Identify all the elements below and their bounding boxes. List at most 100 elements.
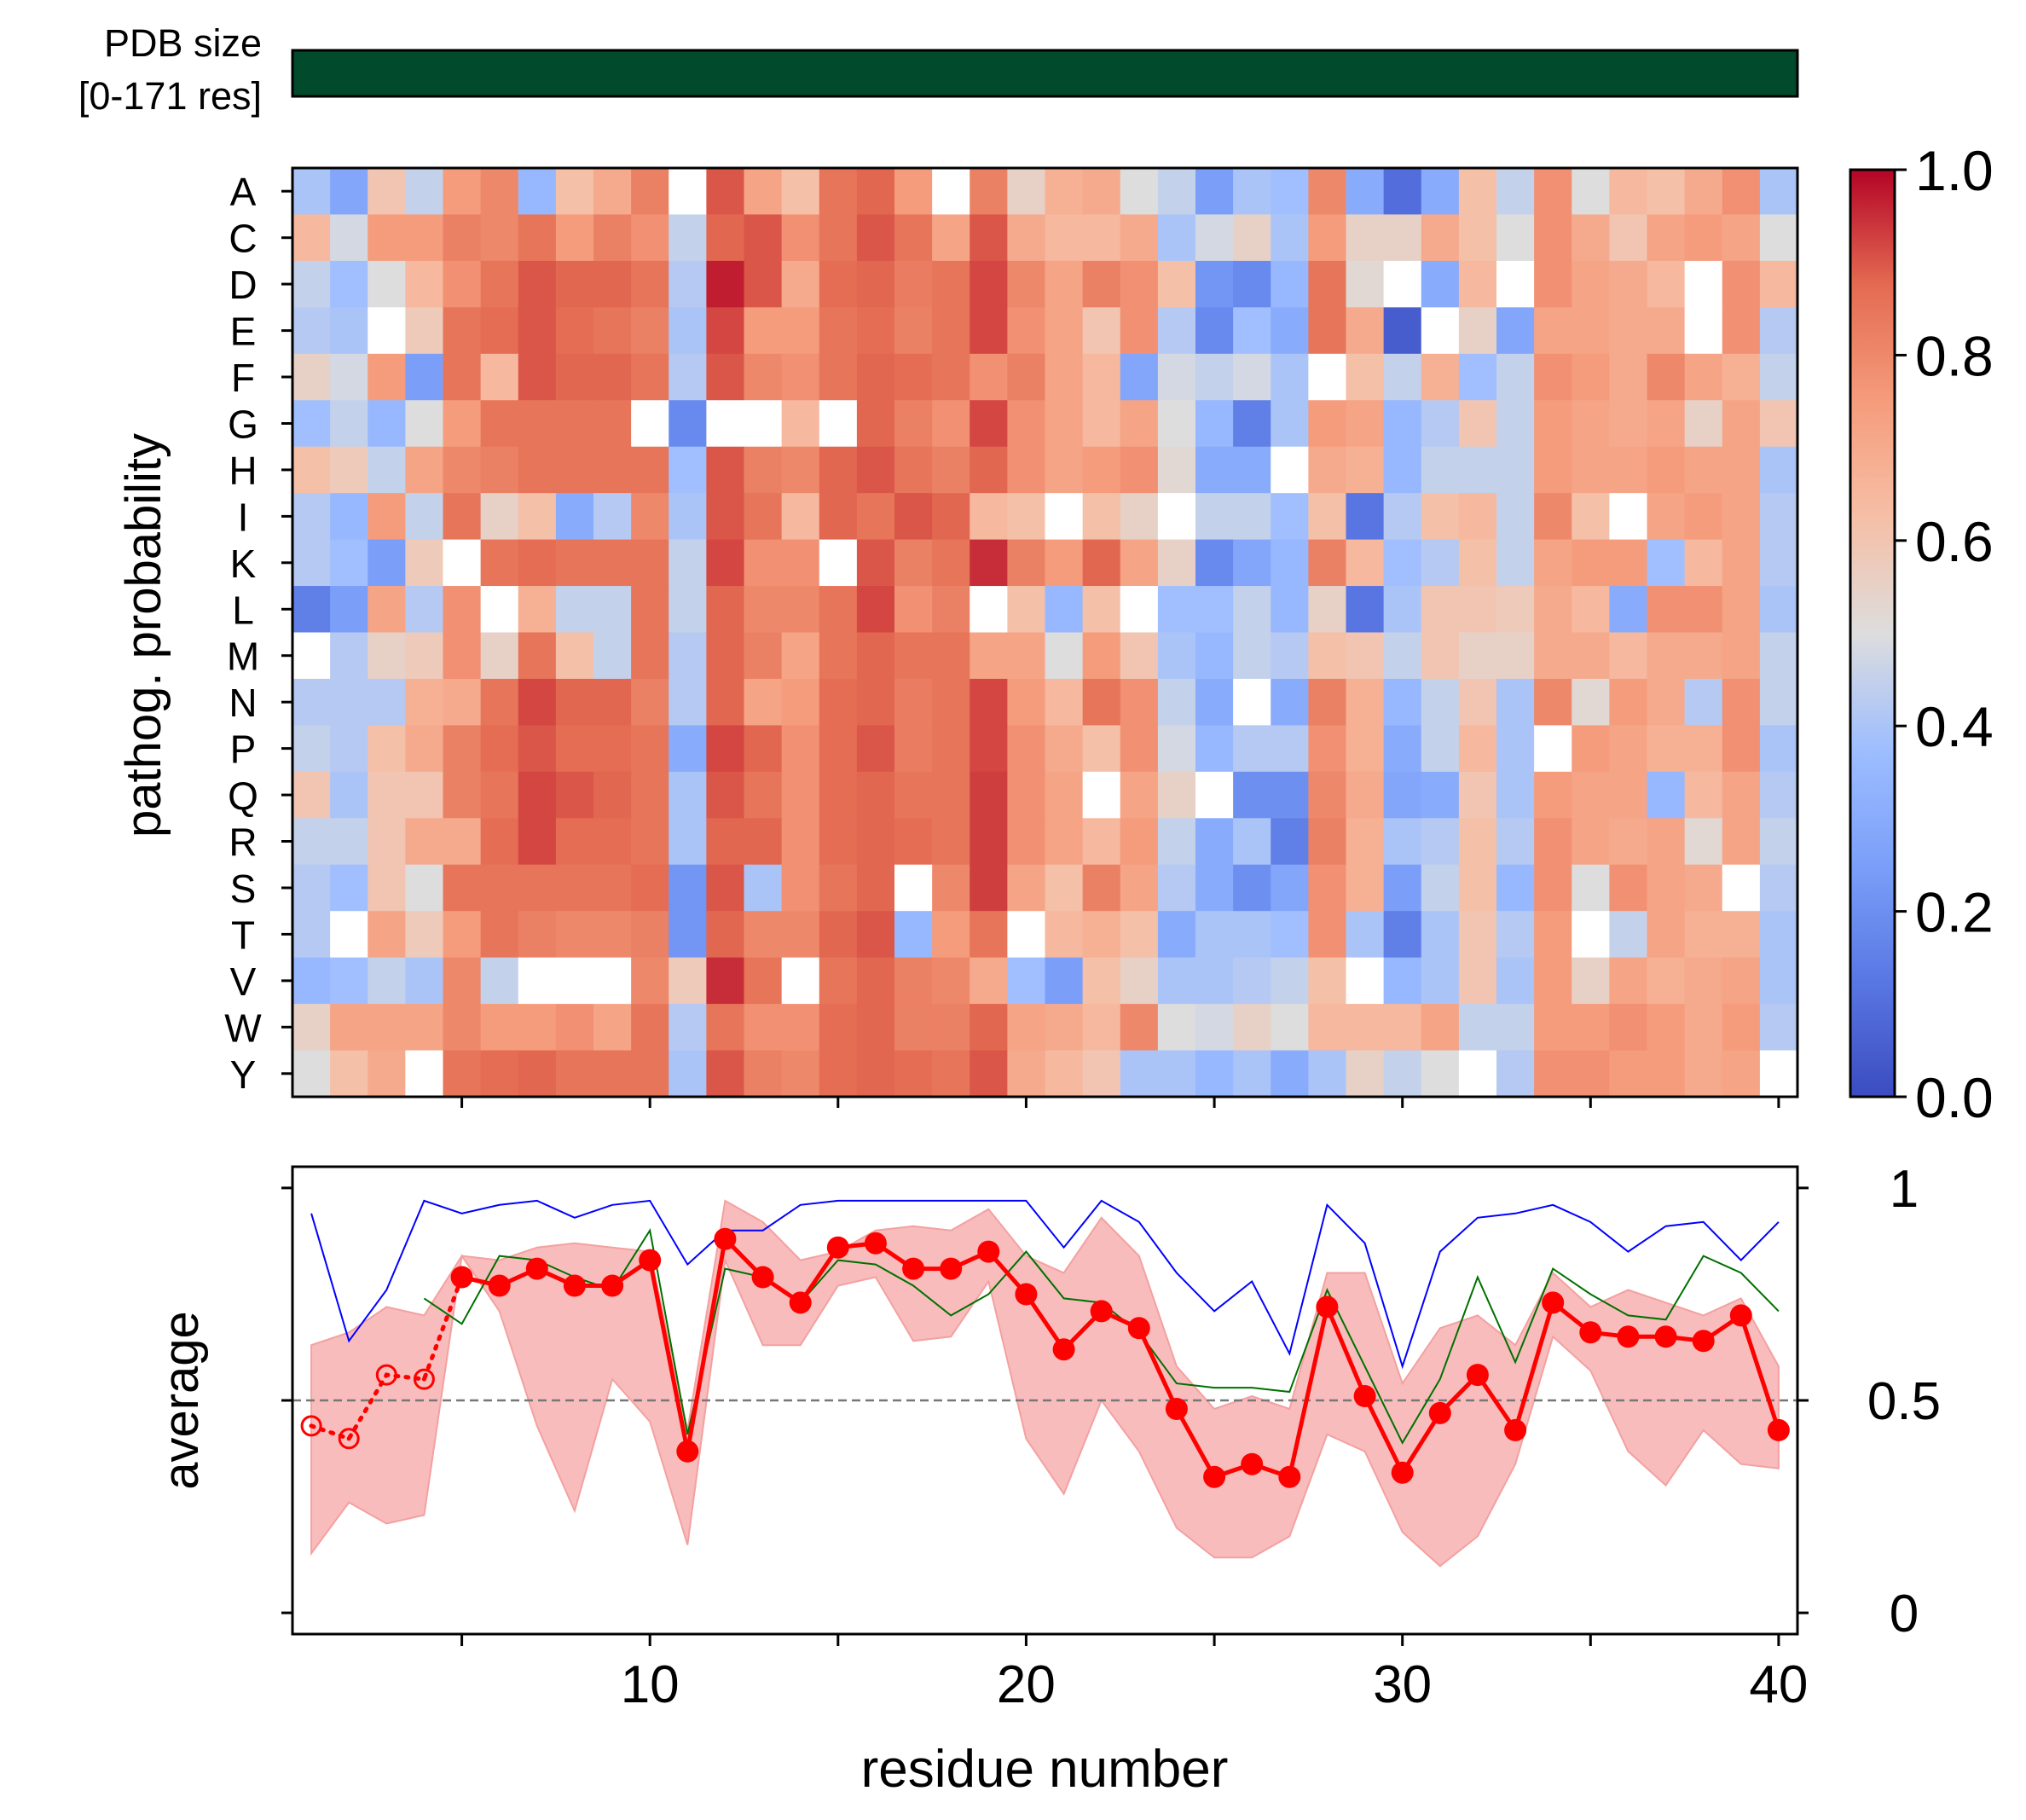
heatmap-cell: [669, 168, 707, 216]
heatmap-cell: [894, 1004, 933, 1052]
heatmap-cell: [593, 260, 632, 308]
heatmap-cell: [518, 818, 557, 866]
heatmap-cell: [1007, 307, 1046, 355]
heatmap-cell: [1082, 678, 1121, 726]
heatmap-cell: [1082, 632, 1121, 680]
heatmap-cell: [1534, 446, 1572, 494]
heatmap-cell: [1609, 168, 1648, 216]
average-point: [1127, 1317, 1150, 1340]
heatmap-cell: [856, 493, 895, 541]
heatmap-cell: [631, 400, 669, 448]
heatmap-cell: [744, 214, 783, 262]
heatmap-cell: [1195, 168, 1234, 216]
heatmap-cell: [405, 539, 444, 587]
heatmap-cell: [856, 1004, 895, 1052]
heatmap-cell: [1007, 586, 1046, 634]
average-y-tick-label: 0: [1890, 1585, 1919, 1643]
heatmap-cell: [1082, 446, 1121, 494]
heatmap-cell: [1572, 864, 1610, 912]
heatmap-cell: [1684, 586, 1723, 634]
heatmap-cell: [368, 214, 406, 262]
heatmap-cell: [405, 957, 444, 1005]
heatmap-cell: [856, 353, 895, 401]
heatmap-cell: [1647, 1050, 1686, 1098]
heatmap-cell: [669, 771, 707, 819]
heatmap-cell: [443, 1050, 482, 1098]
heatmap-cell: [292, 353, 331, 401]
heatmap-cell: [932, 260, 970, 308]
heatmap-cell: [1383, 957, 1422, 1005]
heatmap-cell: [480, 771, 519, 819]
heatmap-cell: [330, 771, 368, 819]
heatmap-cell: [480, 864, 519, 912]
heatmap-cell: [518, 446, 557, 494]
heatmap-cell: [1496, 168, 1535, 216]
heatmap-cell: [744, 818, 783, 866]
heatmap-cell: [1233, 168, 1271, 216]
heatmap-cell: [1120, 446, 1159, 494]
heatmap-cell: [1308, 911, 1347, 959]
average-point-center: [309, 1423, 314, 1429]
heatmap-cell: [781, 911, 820, 959]
average-point: [488, 1274, 511, 1297]
heatmap-cell: [1233, 678, 1271, 726]
heatmap-cell: [631, 539, 669, 587]
heatmap-cell: [1383, 725, 1422, 773]
heatmap-cell: [856, 818, 895, 866]
heatmap-cell: [443, 818, 482, 866]
heatmap-cell: [1421, 353, 1460, 401]
average-point: [826, 1236, 849, 1259]
heatmap-cell: [744, 864, 783, 912]
heatmap-row-label: Q: [228, 774, 258, 818]
heatmap-cell: [1045, 911, 1084, 959]
heatmap-cell: [781, 957, 820, 1005]
heatmap-cell: [593, 214, 632, 262]
colorbar-tick-label: 0.4: [1915, 695, 1994, 758]
heatmap-cell: [1609, 771, 1648, 819]
heatmap-cell: [1684, 168, 1723, 216]
heatmap-cell: [292, 260, 331, 308]
heatmap-cell: [631, 864, 669, 912]
heatmap-cell: [405, 771, 444, 819]
heatmap-cell: [1045, 818, 1084, 866]
heatmap-cell: [1534, 307, 1572, 355]
average-point: [1504, 1418, 1527, 1441]
heatmap-cell: [1496, 307, 1535, 355]
colorbar-tick-label: 0.6: [1915, 510, 1994, 573]
colorbar-tick-label: 0.2: [1915, 881, 1994, 944]
heatmap-cell: [932, 446, 970, 494]
heatmap-cell: [1496, 214, 1535, 262]
heatmap-cell: [781, 632, 820, 680]
heatmap-cell: [1233, 771, 1271, 819]
heatmap-cell: [368, 771, 406, 819]
heatmap-cell: [1346, 818, 1385, 866]
heatmap-cell: [1496, 586, 1535, 634]
heatmap-cell: [932, 818, 970, 866]
heatmap-cell: [1684, 725, 1723, 773]
heatmap-cell: [518, 307, 557, 355]
heatmap-cell: [1458, 168, 1497, 216]
heatmap-cell: [706, 818, 745, 866]
heatmap-cell: [819, 493, 858, 541]
heatmap-cell: [1684, 260, 1723, 308]
heatmap-cell: [405, 864, 444, 912]
heatmap-cell: [856, 586, 895, 634]
heatmap-cell: [1572, 632, 1610, 680]
heatmap-cell: [932, 864, 970, 912]
heatmap-cell: [555, 771, 594, 819]
heatmap-cell: [1045, 1050, 1084, 1098]
heatmap-cell: [1572, 260, 1610, 308]
heatmap-cell: [1120, 214, 1159, 262]
heatmap-cell: [631, 446, 669, 494]
heatmap-row-label: N: [229, 681, 257, 725]
heatmap-cell: [669, 353, 707, 401]
heatmap-cell: [1308, 168, 1347, 216]
heatmap-cell: [1458, 260, 1497, 308]
heatmap-cell: [1157, 725, 1196, 773]
heatmap-cell: [1308, 725, 1347, 773]
heatmap-cell: [405, 493, 444, 541]
heatmap-cell: [1572, 493, 1610, 541]
heatmap-cell: [706, 725, 745, 773]
heatmap-cell: [368, 307, 406, 355]
heatmap-cell: [1082, 1004, 1121, 1052]
